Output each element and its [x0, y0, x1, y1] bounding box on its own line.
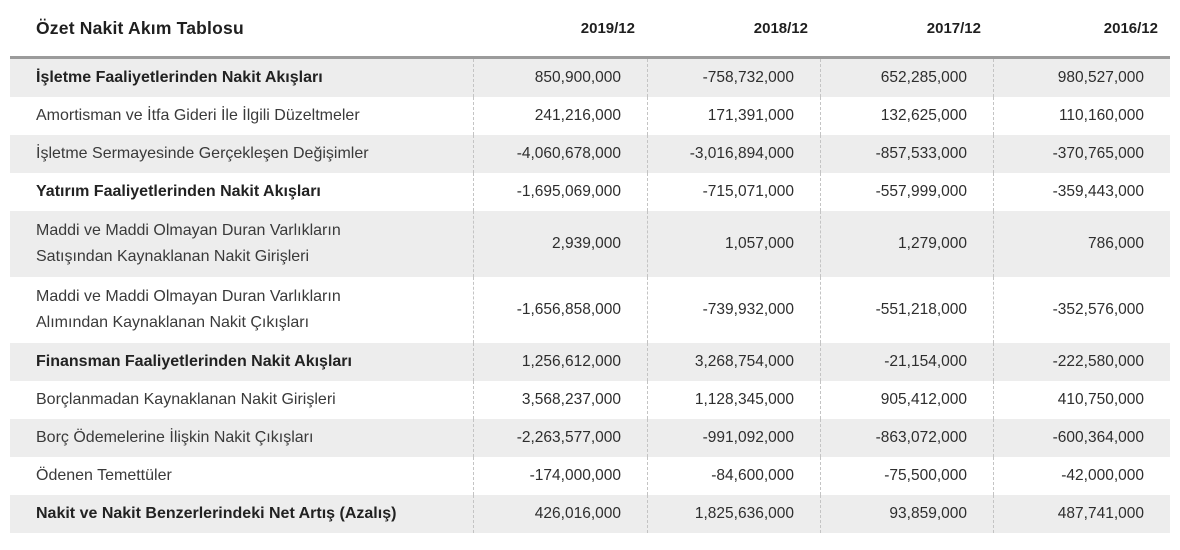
value-cell: 132,625,000 [820, 97, 993, 135]
column-header-2018-12: 2018/12 [753, 19, 808, 37]
value-cell: 1,057,000 [647, 211, 820, 277]
value-cell: -352,576,000 [993, 277, 1170, 343]
value-cell: 1,256,612,000 [473, 343, 647, 381]
value-cell: 410,750,000 [993, 381, 1170, 419]
value-cell: -75,500,000 [820, 457, 993, 495]
value-cell: -1,695,069,000 [473, 173, 647, 211]
value-cell: 652,285,000 [820, 59, 993, 97]
value-cell: 487,741,000 [993, 495, 1170, 533]
table-header-row: Özet Nakit Akım Tablosu 2019/12 2018/12 … [10, 0, 1170, 59]
column-header-2017-12: 2017/12 [926, 19, 981, 37]
value-cell: 1,279,000 [820, 211, 993, 277]
table-row: Finansman Faaliyetlerinden Nakit Akışlar… [10, 343, 1170, 381]
cash-flow-table: Özet Nakit Akım Tablosu 2019/12 2018/12 … [10, 0, 1170, 533]
value-cell: -370,765,000 [993, 135, 1170, 173]
value-cell: 980,527,000 [993, 59, 1170, 97]
value-cell: -715,071,000 [647, 173, 820, 211]
table-row: Borçlanmadan Kaynaklanan Nakit Girişleri… [10, 381, 1170, 419]
row-label: Amortisman ve İtfa Gideri İle İlgili Düz… [36, 107, 360, 124]
value-cell: -739,932,000 [647, 277, 820, 343]
value-cell: 426,016,000 [473, 495, 647, 533]
value-cell: -222,580,000 [993, 343, 1170, 381]
row-label: Borç Ödemelerine İlişkin Nakit Çıkışları [36, 429, 314, 446]
value-cell: -2,263,577,000 [473, 419, 647, 457]
value-cell: -857,533,000 [820, 135, 993, 173]
table-row: İşletme Sermayesinde Gerçekleşen Değişim… [10, 135, 1170, 173]
value-cell: -600,364,000 [993, 419, 1170, 457]
table-row: Ödenen Temettüler -174,000,000 -84,600,0… [10, 457, 1170, 495]
table-title: Özet Nakit Akım Tablosu [36, 17, 244, 38]
table-row: Maddi ve Maddi Olmayan Duran Varlıkların… [10, 211, 1170, 277]
value-cell: 241,216,000 [473, 97, 647, 135]
table-row: Maddi ve Maddi Olmayan Duran Varlıkların… [10, 277, 1170, 343]
row-label: Maddi ve Maddi Olmayan Duran Varlıkların… [36, 288, 341, 331]
value-cell: 110,160,000 [993, 97, 1170, 135]
table-row: Nakit ve Nakit Benzerlerindeki Net Artış… [10, 495, 1170, 533]
value-cell: 3,568,237,000 [473, 381, 647, 419]
value-cell: 1,128,345,000 [647, 381, 820, 419]
value-cell: -3,016,894,000 [647, 135, 820, 173]
value-cell: -4,060,678,000 [473, 135, 647, 173]
row-label: İşletme Faaliyetlerinden Nakit Akışları [36, 69, 323, 86]
row-label: Borçlanmadan Kaynaklanan Nakit Girişleri [36, 391, 336, 408]
value-cell: 1,825,636,000 [647, 495, 820, 533]
row-label: Yatırım Faaliyetlerinden Nakit Akışları [36, 183, 321, 200]
value-cell: -21,154,000 [820, 343, 993, 381]
value-cell: -1,656,858,000 [473, 277, 647, 343]
value-cell: -758,732,000 [647, 59, 820, 97]
table-row: Amortisman ve İtfa Gideri İle İlgili Düz… [10, 97, 1170, 135]
row-label: Finansman Faaliyetlerinden Nakit Akışlar… [36, 353, 352, 370]
row-label: Ödenen Temettüler [36, 467, 172, 484]
value-cell: -557,999,000 [820, 173, 993, 211]
value-cell: -174,000,000 [473, 457, 647, 495]
column-header-2016-12: 2016/12 [1103, 19, 1158, 37]
value-cell: -863,072,000 [820, 419, 993, 457]
row-label: Maddi ve Maddi Olmayan Duran Varlıkların… [36, 222, 341, 265]
value-cell: -42,000,000 [993, 457, 1170, 495]
value-cell: 3,268,754,000 [647, 343, 820, 381]
value-cell: 905,412,000 [820, 381, 993, 419]
row-label: Nakit ve Nakit Benzerlerindeki Net Artış… [36, 505, 397, 522]
table-row: Yatırım Faaliyetlerinden Nakit Akışları … [10, 173, 1170, 211]
value-cell: 93,859,000 [820, 495, 993, 533]
value-cell: -359,443,000 [993, 173, 1170, 211]
value-cell: 171,391,000 [647, 97, 820, 135]
value-cell: 850,900,000 [473, 59, 647, 97]
row-label: İşletme Sermayesinde Gerçekleşen Değişim… [36, 145, 369, 162]
value-cell: 2,939,000 [473, 211, 647, 277]
value-cell: -551,218,000 [820, 277, 993, 343]
value-cell: 786,000 [993, 211, 1170, 277]
column-header-2019-12: 2019/12 [580, 19, 635, 37]
value-cell: -84,600,000 [647, 457, 820, 495]
table-row: Borç Ödemelerine İlişkin Nakit Çıkışları… [10, 419, 1170, 457]
value-cell: -991,092,000 [647, 419, 820, 457]
table-row: İşletme Faaliyetlerinden Nakit Akışları … [10, 59, 1170, 97]
